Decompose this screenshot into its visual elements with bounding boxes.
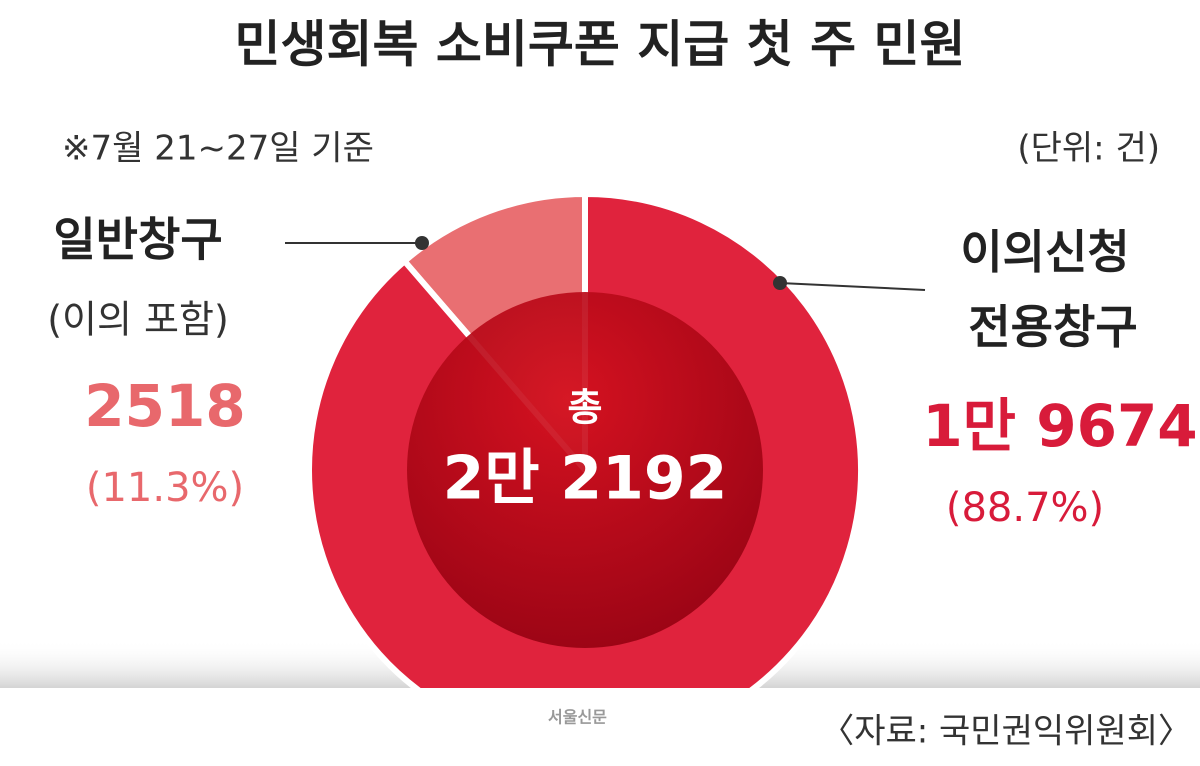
category-label: 일반창구 — [53, 213, 222, 267]
percent-label: (88.7%) — [946, 485, 1104, 531]
category-note: (이의 포함) — [47, 298, 229, 342]
subtitle: ※7월 21~27일 기준 — [62, 129, 374, 169]
total-title: 총 — [568, 386, 603, 430]
value-label: 2518 — [84, 372, 245, 440]
unit: (단위: 건) — [1017, 129, 1160, 169]
value-label: 1만 9674 — [922, 392, 1197, 460]
leader-dot — [773, 276, 787, 290]
total-label: 2만 2192 — [443, 444, 728, 514]
leader-line — [779, 282, 926, 291]
percent-label: (11.3%) — [86, 465, 244, 511]
leader-dot — [415, 236, 429, 250]
inner-circle — [407, 292, 763, 648]
source: 〈자료: 국민권익위원회〉 — [820, 712, 1192, 752]
pie — [306, 190, 864, 688]
category-label: 이의신청 전용창구 — [952, 225, 1137, 354]
chart-title: 민생회복 소비쿠폰 지급 첫 주 민원 — [234, 16, 965, 74]
logo: 서울신문 — [548, 708, 607, 727]
